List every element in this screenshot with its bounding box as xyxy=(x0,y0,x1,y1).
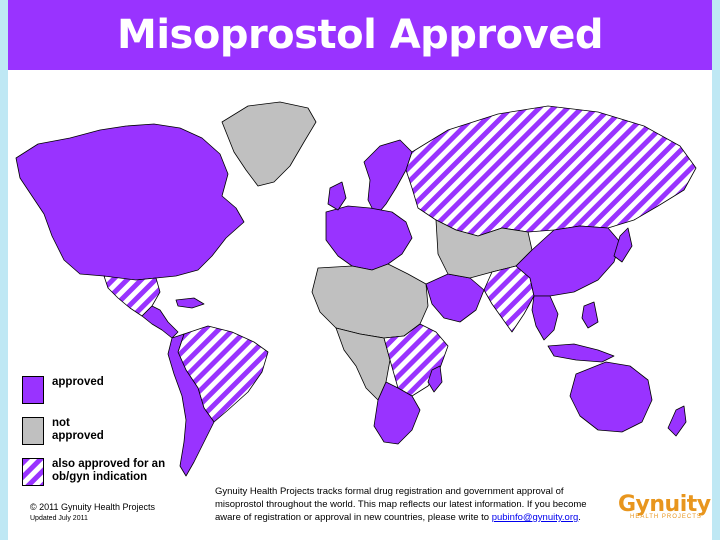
region-southeast-asia xyxy=(531,295,559,341)
region-australia xyxy=(569,361,653,433)
region-madagascar xyxy=(427,365,443,393)
region-north-africa xyxy=(311,263,429,339)
gynuity-logo: Gynuity HEALTH PROJECTS xyxy=(618,492,711,532)
region-greenland xyxy=(221,101,317,187)
page-title: Misoprostol Approved xyxy=(117,12,603,58)
legend-item-approved: approved xyxy=(22,376,222,408)
region-new-zealand xyxy=(667,405,687,437)
region-philippines xyxy=(581,301,599,329)
logo-wordmark: Gynuity xyxy=(618,492,711,517)
legend-label-not-approved: not approved xyxy=(52,417,104,442)
region-central-america xyxy=(141,305,179,339)
region-japan xyxy=(613,227,633,263)
copyright-text: © 2011 Gynuity Health Projects xyxy=(30,502,156,512)
region-south-america-west xyxy=(167,333,215,477)
region-middle-east xyxy=(425,273,485,323)
footer-email-link[interactable]: pubinfo@gynuity.org xyxy=(491,512,579,523)
legend-item-also-approved: also approved for an ob/gyn indication xyxy=(22,458,222,490)
region-north-america xyxy=(15,123,245,285)
legend-label-approved: approved xyxy=(52,376,104,388)
region-china xyxy=(515,225,621,297)
legend-swatch-approved xyxy=(22,376,44,404)
footer-note-text: Gynuity Health Projects tracks formal dr… xyxy=(215,486,587,523)
footer-note: Gynuity Health Projects tracks formal dr… xyxy=(215,485,610,524)
region-central-africa xyxy=(335,327,391,401)
world-map xyxy=(15,101,697,477)
region-uk xyxy=(327,181,347,211)
slide: Misoprostol Approved xyxy=(8,0,712,540)
legend-swatch-also-approved xyxy=(22,458,44,486)
region-russia xyxy=(405,105,697,237)
updated-text: Updated July 2011 xyxy=(30,515,88,522)
legend-swatch-not-approved xyxy=(22,417,44,445)
legend-label-also-approved: also approved for an ob/gyn indication xyxy=(52,458,166,483)
region-southern-africa xyxy=(373,381,421,445)
footer-note-end: . xyxy=(578,512,581,523)
legend-item-not-approved: not approved xyxy=(22,417,222,449)
title-bar: Misoprostol Approved xyxy=(8,0,712,70)
logo-tagline: HEALTH PROJECTS xyxy=(630,514,702,520)
region-india xyxy=(483,265,535,333)
map-legend: approved not approved also approved for … xyxy=(22,376,222,499)
region-scandinavia xyxy=(363,139,413,217)
region-indonesia xyxy=(547,343,615,363)
region-caribbean xyxy=(175,297,205,309)
region-western-europe xyxy=(325,205,413,271)
